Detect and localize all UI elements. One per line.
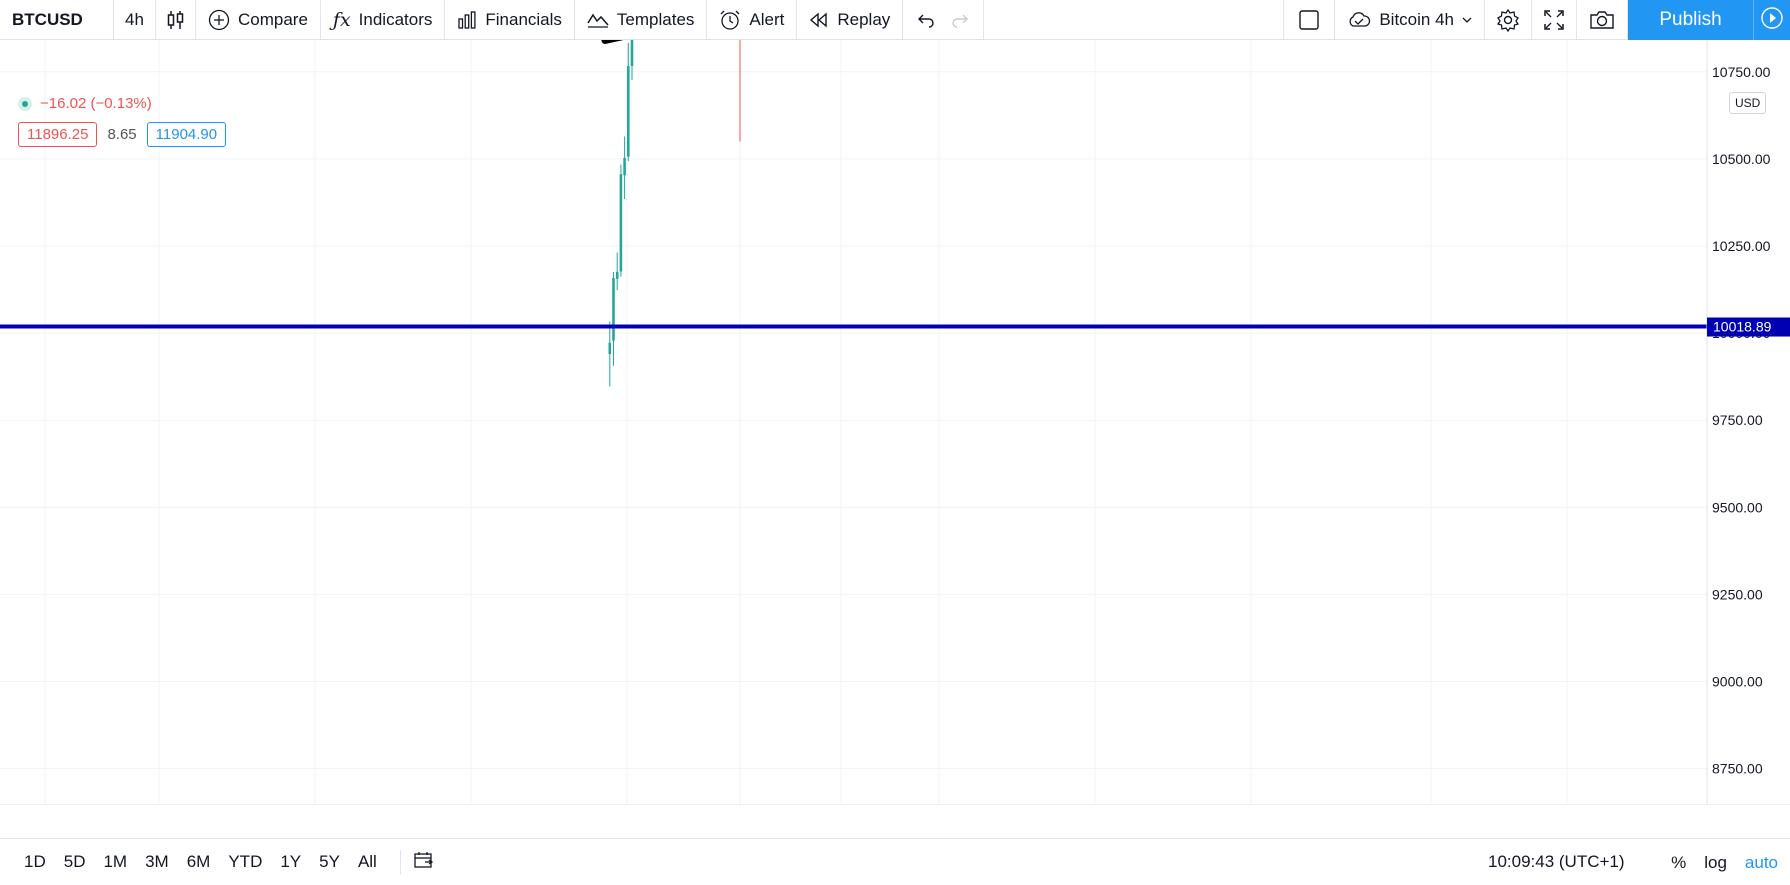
calendar-arrow-icon bbox=[413, 851, 435, 874]
templates-button[interactable]: Templates bbox=[575, 0, 708, 40]
square-icon bbox=[1298, 9, 1320, 31]
plus-circle-icon bbox=[208, 9, 230, 31]
function-icon: ƒx bbox=[332, 8, 351, 31]
candle-body bbox=[615, 271, 619, 279]
indicators-label: Indicators bbox=[358, 9, 433, 29]
fullscreen-button[interactable] bbox=[1532, 0, 1577, 40]
candle-body bbox=[627, 66, 630, 157]
go-to-date-button[interactable] bbox=[413, 850, 435, 875]
candle-body bbox=[630, 4, 634, 67]
replay-button[interactable]: Replay bbox=[797, 0, 904, 40]
symbol-search-button[interactable]: BTCUSD bbox=[0, 0, 114, 40]
price-tick-label: 9500.00 bbox=[1712, 499, 1763, 515]
snapshot-button[interactable] bbox=[1577, 0, 1628, 40]
candle-body bbox=[623, 157, 626, 176]
sell-price-button[interactable]: 11896.25 bbox=[18, 122, 98, 147]
publish-menu-button[interactable] bbox=[1753, 0, 1790, 40]
chevron-down-icon bbox=[1462, 16, 1472, 24]
drawings-layer[interactable] bbox=[0, 0, 1707, 329]
chart-area[interactable]: 12750.0012500.0012250.0012000.0011750.00… bbox=[0, 0, 1790, 830]
currency-label[interactable]: USD bbox=[1729, 92, 1767, 114]
financials-button[interactable]: Financials bbox=[445, 0, 575, 40]
range-1y[interactable]: 1Y bbox=[280, 852, 302, 871]
select-button[interactable] bbox=[1283, 0, 1336, 40]
range-1d[interactable]: 1D bbox=[24, 852, 46, 871]
alert-button[interactable]: Alert bbox=[707, 0, 798, 40]
publish-button[interactable]: Publish bbox=[1628, 0, 1753, 40]
price-tick-label: 10500.00 bbox=[1712, 151, 1771, 167]
candle-body bbox=[608, 342, 612, 354]
templates-icon bbox=[587, 11, 609, 29]
range-6m[interactable]: 6M bbox=[186, 852, 211, 871]
camera-icon bbox=[1589, 9, 1615, 31]
gear-icon bbox=[1496, 8, 1520, 32]
interval-button[interactable]: 4h bbox=[114, 0, 156, 40]
candles-icon bbox=[167, 9, 185, 31]
scale-options: % log auto bbox=[1671, 839, 1790, 885]
clock[interactable]: 10:09:43 (UTC+1) bbox=[1488, 852, 1625, 871]
redo-button[interactable] bbox=[943, 0, 985, 40]
range-3m[interactable]: 3M bbox=[145, 852, 169, 871]
cloud-icon bbox=[1347, 11, 1371, 29]
range-all[interactable]: All bbox=[357, 852, 377, 871]
price-axis[interactable]: 12750.0012500.0012250.0012000.0011750.00… bbox=[1712, 40, 1771, 777]
price-chart[interactable]: 12750.0012500.0012250.0012000.0011750.00… bbox=[0, 0, 1790, 830]
candle-body bbox=[612, 277, 615, 341]
price-tick-label: 8750.00 bbox=[1712, 761, 1763, 777]
play-circle-icon bbox=[1760, 6, 1784, 35]
candlestick-series bbox=[608, 0, 741, 387]
auto-scale-button[interactable]: auto bbox=[1744, 852, 1778, 872]
spread-value: 8.65 bbox=[107, 126, 137, 143]
price-tick-label: 10250.00 bbox=[1712, 238, 1771, 254]
price-tick-label: 9750.00 bbox=[1712, 412, 1763, 428]
candle-body bbox=[619, 174, 623, 272]
range-5d[interactable]: 5D bbox=[63, 852, 86, 871]
layout-name: Bitcoin 4h bbox=[1379, 9, 1454, 29]
undo-icon bbox=[917, 12, 935, 28]
price-labels: 11904.9002:50:1610018.89 bbox=[1707, 317, 1790, 337]
legend: −16.02 (−0.13%) 11896.25 8.65 11904.90 bbox=[18, 95, 227, 147]
alert-label: Alert bbox=[749, 9, 785, 29]
hline-price-label-bg bbox=[1707, 317, 1790, 337]
market-status-icon bbox=[18, 96, 32, 111]
alarm-clock-icon bbox=[719, 9, 741, 31]
replay-label: Replay bbox=[837, 9, 891, 29]
price-tick-label: 10750.00 bbox=[1712, 64, 1771, 80]
hline-price-label: 10018.89 bbox=[1713, 319, 1772, 335]
log-scale-button[interactable]: log bbox=[1704, 852, 1727, 872]
settings-button[interactable] bbox=[1485, 0, 1532, 40]
compare-button[interactable]: Compare bbox=[196, 0, 321, 40]
grid bbox=[0, 40, 1707, 805]
indicators-button[interactable]: ƒx Indicators bbox=[321, 0, 446, 40]
compare-label: Compare bbox=[238, 9, 308, 29]
percent-scale-button[interactable]: % bbox=[1671, 852, 1687, 872]
price-tick-label: 9000.00 bbox=[1712, 674, 1763, 690]
chart-type-button[interactable] bbox=[156, 0, 196, 40]
layout-menu-button[interactable]: Bitcoin 4h bbox=[1335, 0, 1485, 40]
buy-price-button[interactable]: 11904.90 bbox=[146, 122, 227, 147]
price-change: −16.02 (−0.13%) bbox=[40, 95, 152, 112]
bar-chart-icon bbox=[457, 10, 477, 30]
redo-icon bbox=[951, 12, 969, 28]
undo-button[interactable] bbox=[903, 0, 943, 40]
range-ytd[interactable]: YTD bbox=[228, 852, 263, 871]
range-5y[interactable]: 5Y bbox=[319, 852, 340, 871]
templates-label: Templates bbox=[616, 9, 695, 29]
range-1m[interactable]: 1M bbox=[103, 852, 128, 871]
divider bbox=[399, 850, 401, 874]
price-tick-label: 9250.00 bbox=[1712, 586, 1763, 602]
top-toolbar: BTCUSD 4h Compare ƒx Indicators Financia… bbox=[0, 0, 1790, 40]
financials-label: Financials bbox=[485, 9, 562, 29]
rewind-icon bbox=[809, 11, 829, 28]
fullscreen-icon bbox=[1543, 9, 1565, 31]
bottom-toolbar: 1D 5D 1M 3M 6M YTD 1Y 5Y All 10:09:43 (U… bbox=[0, 838, 1790, 885]
